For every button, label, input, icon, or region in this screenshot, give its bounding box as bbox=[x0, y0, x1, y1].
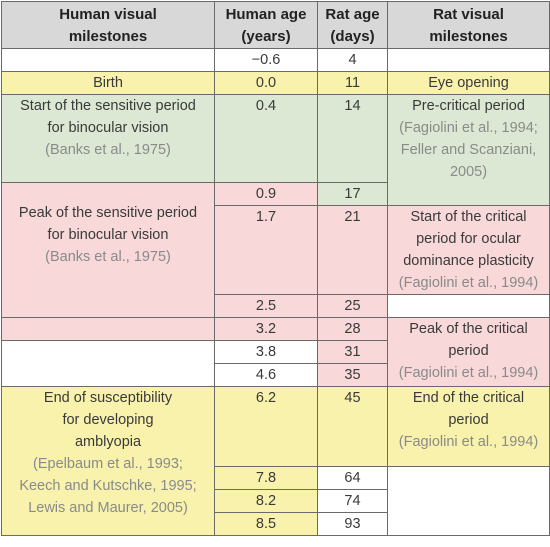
rat-age-cell: 21 bbox=[317, 205, 388, 295]
rat-age-cell: 45 bbox=[317, 386, 388, 467]
human-age-cell: −0.6 bbox=[214, 48, 318, 72]
rat-milestone-critical-start: Start of the critical period for ocular … bbox=[387, 205, 550, 295]
milestone-text: period bbox=[448, 343, 489, 359]
milestone-text: End of susceptibility bbox=[43, 390, 173, 406]
table-row: 4.6 35 bbox=[2, 363, 550, 387]
human-age-cell: 6.2 bbox=[214, 386, 318, 467]
rat-milestone-eye-opening: Eye opening bbox=[387, 71, 550, 95]
table-row: Start of the sensitive period for binocu… bbox=[1, 94, 550, 206]
citation: (Banks et al., 1975) bbox=[45, 142, 171, 158]
header-rat-milestones: Rat visual milestones bbox=[387, 1, 550, 49]
table-row: 8.5 93 bbox=[2, 512, 550, 536]
header-row: Human visual milestones Human age (years) … bbox=[1, 1, 550, 49]
table-row: 2.5 25 bbox=[2, 294, 550, 318]
milestones-table: Human visual milestones Human age (years) … bbox=[1, 1, 550, 536]
human-age-cell: 0.4 bbox=[214, 94, 318, 183]
rat-age-cell: 25 bbox=[317, 294, 388, 318]
header-human-milestones: Human visual milestones bbox=[1, 1, 215, 49]
milestone-text: for binocular vision bbox=[47, 227, 169, 243]
rat-milestone-cell bbox=[387, 48, 550, 72]
rat-age-cell: 93 bbox=[317, 512, 388, 536]
milestone-text: amblyopia bbox=[74, 434, 142, 450]
citation: (Fagiolini et al., 1994; bbox=[399, 120, 538, 136]
header-text: milestones bbox=[68, 28, 148, 45]
rat-age-cell: 17 bbox=[317, 182, 388, 206]
human-milestone-cell bbox=[1, 317, 215, 341]
rat-age-cell: 4 bbox=[317, 48, 388, 72]
milestone-text: for binocular vision bbox=[47, 120, 169, 136]
table-row: 1.7 21 Start of the critical period for … bbox=[2, 205, 550, 295]
citation-text: Epelbaum et al., 1993; bbox=[37, 456, 183, 472]
header-text: Human visual bbox=[59, 6, 157, 23]
citation: 2005) bbox=[449, 164, 488, 180]
rat-milestone-cell bbox=[387, 294, 550, 318]
rat-age-cell: 11 bbox=[317, 71, 388, 95]
citation: Feller and Scanziani, bbox=[400, 142, 537, 158]
human-age-cell: 4.6 bbox=[214, 363, 318, 387]
rat-milestone-cell bbox=[387, 466, 550, 536]
header-rat-age: Rat age (days) bbox=[317, 1, 388, 49]
human-age-cell: 7.8 bbox=[214, 466, 318, 490]
milestone-text: Peak of the critical bbox=[409, 321, 528, 337]
rat-age-cell: 74 bbox=[317, 489, 388, 513]
rat-age-cell: 14 bbox=[317, 94, 388, 183]
table-row: −0.6 4 bbox=[1, 48, 550, 72]
rat-age-cell: 31 bbox=[317, 340, 388, 364]
human-milestone-cell bbox=[1, 340, 215, 387]
milestone-text: Start of the critical bbox=[410, 209, 527, 225]
table-row: 8.2 74 bbox=[2, 489, 550, 513]
human-age-cell: 3.2 bbox=[214, 317, 318, 341]
rat-milestone-critical-peak: Peak of the critical period (Fagiolini e… bbox=[387, 317, 550, 387]
table-row: Peak of the sensitive period for binocul… bbox=[1, 182, 550, 318]
citation: (Fagiolini et al., 1994) bbox=[398, 434, 539, 450]
citation-text: Banks et al., 1975 bbox=[49, 249, 167, 265]
citation: (Banks et al., 1975) bbox=[45, 249, 171, 265]
citation: (Fagiolini et al., 1994) bbox=[398, 275, 539, 291]
human-milestone-cell bbox=[1, 48, 215, 72]
header-text: (years) bbox=[241, 28, 291, 45]
rat-age-cell: 64 bbox=[317, 466, 388, 490]
header-text: milestones bbox=[429, 28, 508, 45]
rat-milestone-pre-critical: Pre-critical period (Fagiolini et al., 1… bbox=[387, 94, 550, 206]
table-row: 3.2 28 Peak of the critical period (Fagi… bbox=[1, 317, 550, 387]
citation: (Epelbaum et al., 1993; bbox=[4, 453, 212, 475]
human-age-cell: 2.5 bbox=[214, 294, 318, 318]
header-text: Rat age bbox=[325, 6, 380, 23]
table-row: 7.8 64 bbox=[2, 466, 550, 536]
human-age-cell: 8.2 bbox=[214, 489, 318, 513]
header-text: (days) bbox=[330, 28, 375, 45]
table-row: End of susceptibility for developing amb… bbox=[1, 386, 550, 536]
milestone-text: Start of the sensitive period bbox=[20, 98, 196, 114]
citation: Keech and Kutschke, 1995; bbox=[19, 478, 197, 494]
milestone-text: period bbox=[448, 412, 489, 428]
citation: (Fagiolini et al., 1994) bbox=[398, 365, 539, 381]
human-milestone-sensitive-start: Start of the sensitive period for binocu… bbox=[1, 94, 215, 183]
rat-age-cell: 35 bbox=[317, 363, 388, 387]
header-text: Human age bbox=[225, 6, 307, 23]
citation: Lewis and Maurer, 2005) bbox=[28, 500, 188, 516]
milestone-text: Peak of the sensitive period bbox=[18, 205, 198, 221]
human-age-cell: 1.7 bbox=[214, 205, 318, 295]
milestone-text: dominance plasticity bbox=[403, 253, 534, 269]
human-age-cell: 0.0 bbox=[214, 71, 318, 95]
human-age-cell: 3.8 bbox=[214, 340, 318, 364]
human-milestone-amblyopia-end: End of susceptibility for developing amb… bbox=[1, 386, 215, 536]
rat-milestone-critical-end: End of the critical period (Fagiolini et… bbox=[387, 386, 550, 467]
human-milestone-birth: Birth bbox=[1, 71, 215, 95]
milestone-text: for developing bbox=[62, 412, 154, 428]
rat-age-cell: 28 bbox=[317, 317, 388, 341]
human-age-cell: 8.5 bbox=[214, 512, 318, 536]
header-text: Rat visual bbox=[433, 6, 504, 23]
citation-text: Banks et al., 1975 bbox=[49, 142, 167, 158]
human-age-cell: 0.9 bbox=[214, 182, 318, 206]
header-human-age: Human age (years) bbox=[214, 1, 318, 49]
milestone-text: End of the critical bbox=[412, 390, 525, 406]
citation-text: ( bbox=[33, 456, 38, 472]
milestone-text: period for ocular bbox=[416, 231, 521, 247]
milestone-text: Pre-critical period bbox=[412, 98, 525, 114]
table-row: 3.8 31 bbox=[1, 340, 550, 387]
human-milestone-sensitive-peak: Peak of the sensitive period for binocul… bbox=[1, 182, 215, 318]
table-row: Birth 0.0 11 Eye opening bbox=[1, 71, 550, 95]
